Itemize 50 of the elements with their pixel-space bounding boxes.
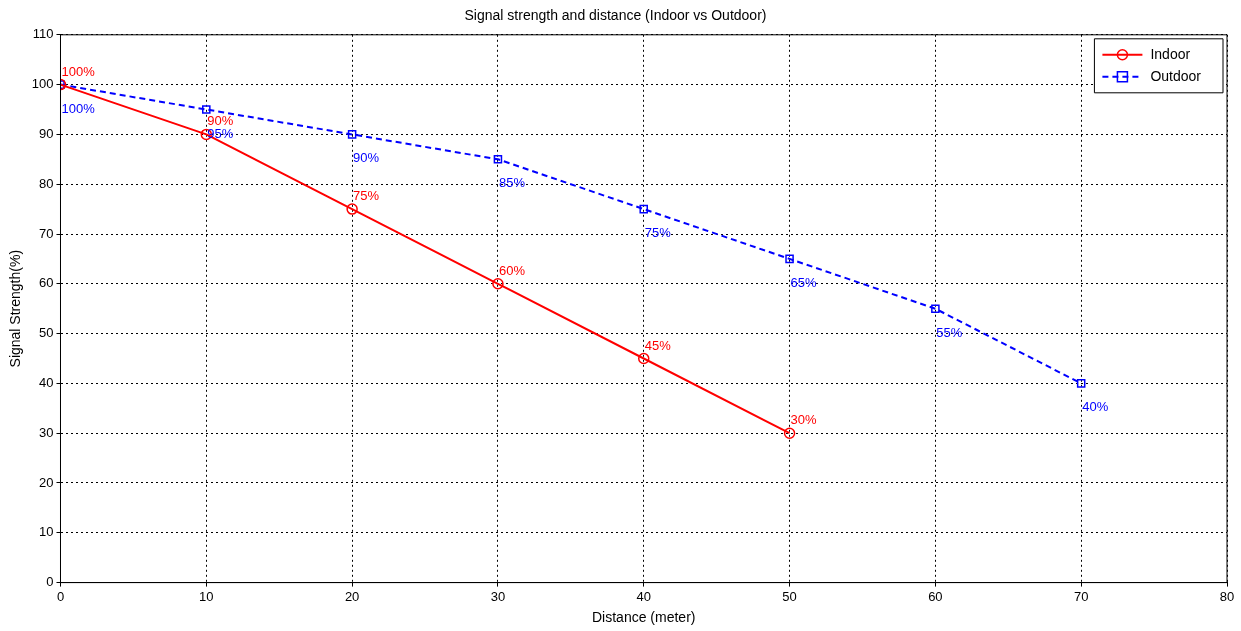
x-axis-title: Distance (meter) <box>592 609 696 626</box>
x-tick-label: 20 <box>344 588 360 604</box>
point <box>346 203 358 215</box>
y-tick-label: 30 <box>39 424 54 440</box>
y-tick-label: 70 <box>39 225 54 241</box>
point <box>347 130 357 139</box>
y-tick-label: 10 <box>39 524 54 540</box>
data-label: 45% <box>644 337 672 353</box>
point <box>493 155 503 164</box>
point <box>783 427 796 439</box>
point <box>202 105 211 114</box>
data-label: 100% <box>61 63 96 79</box>
legend-label: Indoor <box>1150 45 1191 62</box>
data-label: 60% <box>498 262 526 278</box>
y-tick-label: 110 <box>32 26 54 42</box>
point <box>785 254 794 264</box>
x-tick-label: 0 <box>56 588 65 604</box>
point <box>931 304 940 313</box>
point <box>639 204 649 214</box>
x-tick-label: 30 <box>490 588 506 604</box>
data-label: 75% <box>644 225 672 241</box>
x-tick-label: 10 <box>199 588 214 604</box>
x-tick-label: 50 <box>782 588 797 604</box>
point <box>1076 379 1086 388</box>
data-label: 85% <box>498 175 526 191</box>
x-tick-label: 70 <box>1073 588 1089 604</box>
data-label: 90% <box>353 150 380 166</box>
y-tick-label: 100 <box>31 76 54 92</box>
x-tick-label: 40 <box>636 588 651 604</box>
y-tick-label: 50 <box>39 325 54 341</box>
y-tick-label: 60 <box>39 275 54 291</box>
point <box>492 278 504 290</box>
chart-title: Signal strength and distance (Indoor vs Outdoor) <box>464 7 767 24</box>
x-tick-label: 60 <box>928 588 943 604</box>
data-label: 30% <box>790 412 818 428</box>
data-label: 40% <box>1082 399 1109 415</box>
data-label: 55% <box>936 324 963 340</box>
y-tick-label: 80 <box>39 175 54 191</box>
data-label: 65% <box>790 274 818 290</box>
data-label: 75% <box>353 188 380 204</box>
y-tick-label: 90 <box>39 125 54 141</box>
x-tick-label: 80 <box>1219 588 1235 604</box>
point <box>638 352 650 365</box>
y-tick-label: 0 <box>46 574 54 590</box>
y-axis-title: Signal Strength(%) <box>7 249 24 368</box>
data-label: 90% <box>207 113 234 129</box>
legend-label: Outdoor <box>1150 67 1202 84</box>
y-tick-label: 20 <box>39 474 54 490</box>
data-label: 100% <box>61 100 96 116</box>
y-tick-label: 40 <box>39 374 54 390</box>
